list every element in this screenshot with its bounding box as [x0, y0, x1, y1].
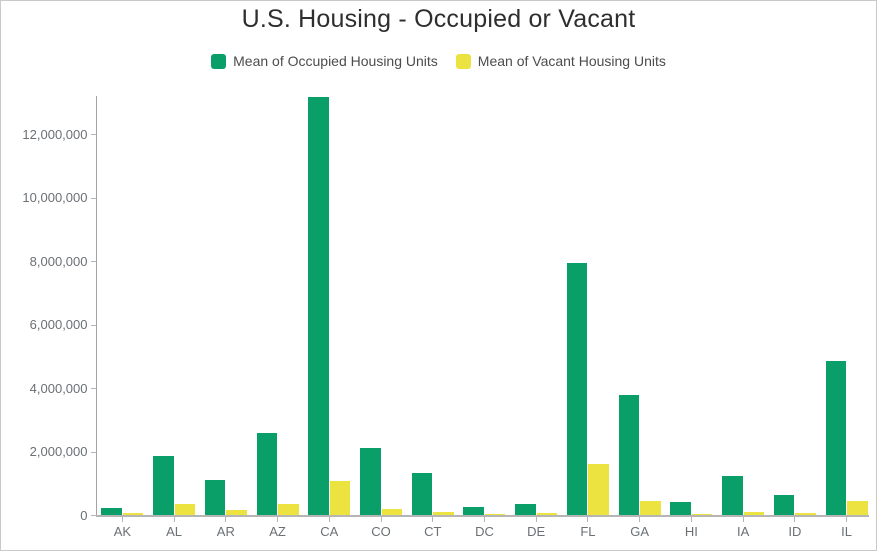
legend-item-vacant[interactable]: Mean of Vacant Housing Units: [455, 53, 666, 69]
x-axis-label-AL: AL: [166, 524, 183, 539]
y-axis-label: 12,000,000: [22, 126, 88, 142]
chart-title: U.S. Housing - Occupied or Vacant: [241, 5, 636, 33]
bar-occupied-AL[interactable]: [153, 456, 174, 516]
x-axis-tick: [794, 517, 796, 522]
x-axis-tick: [639, 517, 641, 522]
y-axis-tick: [90, 388, 97, 389]
x-axis-label-AZ: AZ: [269, 524, 286, 539]
x-axis-tick: [121, 517, 123, 522]
x-axis-line: [96, 515, 869, 517]
y-axis-tick: [90, 324, 97, 326]
x-axis-label-AR: AR: [216, 524, 235, 539]
x-axis-tick: [173, 517, 175, 522]
bar-vacant-IL[interactable]: [847, 500, 868, 516]
bar-occupied-IL[interactable]: [825, 360, 847, 516]
y-axis-label: 6,000,000: [29, 317, 88, 332]
y-axis-tick: [90, 134, 97, 135]
y-axis-tick: [90, 515, 97, 516]
x-axis-label-HI: HI: [684, 524, 698, 539]
x-axis-tick: [277, 517, 279, 522]
x-axis-tick: [690, 517, 692, 522]
y-axis-tick: [90, 197, 97, 199]
bar-vacant-AZ[interactable]: [278, 503, 299, 516]
bar-occupied-DC[interactable]: [463, 506, 484, 516]
bar-vacant-CA[interactable]: [329, 481, 351, 516]
bar-vacant-FL[interactable]: [588, 464, 609, 516]
x-axis-tick: [225, 517, 227, 522]
bar-vacant-IA[interactable]: [743, 511, 765, 516]
bar-vacant-ID[interactable]: [795, 513, 816, 516]
bar-vacant-CO[interactable]: [381, 509, 402, 516]
y-axis-label: 8,000,000: [29, 253, 88, 269]
x-axis-label-IL: IL: [841, 524, 852, 539]
legend-swatch-vacant-icon: [455, 53, 471, 69]
bar-vacant-GA[interactable]: [640, 500, 661, 516]
x-axis-label-DE: DE: [527, 524, 546, 539]
bar-occupied-AR[interactable]: [204, 479, 226, 516]
x-axis-tick: [483, 517, 485, 522]
legend-label-vacant: Mean of Vacant Housing Units: [477, 53, 666, 69]
x-axis-tick: [535, 517, 537, 522]
y-axis-label: 4,000,000: [29, 380, 88, 396]
x-axis-tick: [742, 517, 744, 522]
x-axis-label-ID: ID: [788, 524, 802, 539]
x-axis-tick: [432, 517, 434, 522]
y-axis-line: [96, 96, 97, 517]
bar-vacant-DC[interactable]: [484, 514, 506, 516]
x-axis-tick: [380, 517, 382, 522]
y-axis-label: 0: [80, 507, 88, 523]
legend-item-occupied[interactable]: Mean of Occupied Housing Units: [211, 53, 438, 69]
bar-occupied-AK[interactable]: [101, 507, 122, 516]
y-axis-label: 10,000,000: [22, 190, 88, 205]
x-axis-label-IA: IA: [736, 524, 750, 539]
bar-occupied-HI[interactable]: [670, 501, 691, 516]
x-axis-label-DC: DC: [475, 524, 494, 539]
bar-occupied-ID[interactable]: [773, 495, 795, 516]
bar-occupied-DE[interactable]: [515, 504, 536, 516]
bar-vacant-AL[interactable]: [174, 504, 196, 516]
bar-occupied-FL[interactable]: [566, 263, 588, 516]
x-axis-label-CT: CT: [424, 524, 442, 539]
legend-label-occupied: Mean of Occupied Housing Units: [233, 53, 438, 69]
bar-occupied-CA[interactable]: [308, 97, 329, 516]
x-axis-label-CA: CA: [320, 524, 339, 539]
bar-vacant-AR[interactable]: [226, 509, 247, 516]
y-axis-tick: [90, 261, 97, 262]
x-axis-tick: [328, 517, 330, 522]
bar-vacant-DE[interactable]: [536, 512, 558, 516]
bar-vacant-AK[interactable]: [122, 513, 144, 516]
bar-occupied-IA[interactable]: [722, 475, 743, 516]
x-axis-tick: [587, 517, 589, 522]
bar-occupied-GA[interactable]: [618, 394, 640, 516]
legend: Mean of Occupied Housing Units Mean of V…: [1, 53, 876, 69]
bar-vacant-HI[interactable]: [691, 513, 713, 516]
bar-occupied-AZ[interactable]: [256, 432, 278, 516]
bar-vacant-CT[interactable]: [433, 512, 454, 516]
x-axis-tick: [846, 517, 848, 522]
bar-occupied-CO[interactable]: [360, 448, 381, 516]
x-axis-label-GA: GA: [630, 524, 650, 539]
y-axis-tick: [90, 451, 97, 453]
x-axis-label-FL: FL: [580, 524, 596, 539]
bar-occupied-CT[interactable]: [411, 472, 433, 516]
x-axis-label-AK: AK: [113, 524, 132, 539]
y-axis-label: 2,000,000: [29, 444, 88, 459]
legend-swatch-occupied-icon: [211, 53, 227, 69]
x-axis-label-CO: CO: [371, 524, 391, 539]
